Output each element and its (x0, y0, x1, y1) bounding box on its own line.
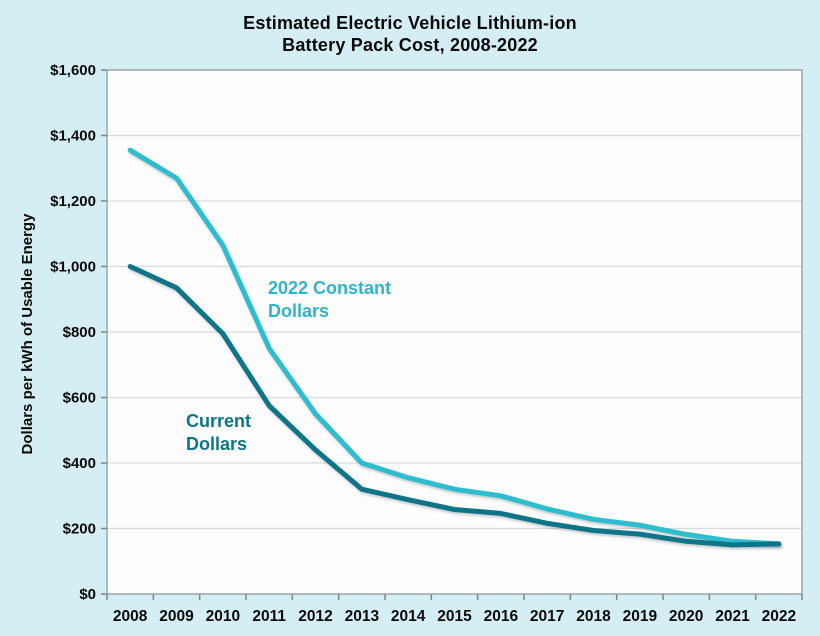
x-tick-label: 2017 (530, 608, 564, 625)
y-tick-label: $0 (79, 586, 96, 603)
x-tick-label: 2016 (484, 608, 519, 625)
chart-title-line2: Battery Pack Cost, 2008-2022 (282, 35, 538, 55)
chart-title: Estimated Electric Vehicle Lithium-ion B… (0, 12, 820, 56)
series-label-2022-constant-dollars: 2022 Constant Dollars (268, 278, 392, 321)
x-tick-label: 2010 (206, 608, 240, 625)
chart-title-line1: Estimated Electric Vehicle Lithium-ion (243, 13, 577, 33)
x-tick-label: 2013 (345, 608, 380, 625)
x-tick-label: 2015 (437, 608, 472, 625)
y-tick-label: $800 (63, 324, 96, 341)
x-tick-label: 2021 (715, 608, 750, 625)
x-tick-label: 2011 (252, 608, 286, 625)
x-tick-label: 2014 (391, 608, 426, 625)
y-tick-label: $400 (63, 455, 96, 472)
x-tick-label: 2019 (623, 608, 658, 625)
y-tick-label: $1,600 (50, 62, 96, 79)
x-tick-label: 2020 (669, 608, 703, 625)
x-tick-label: 2022 (762, 608, 796, 625)
y-tick-label: $1,000 (50, 259, 96, 276)
x-tick-label: 2012 (298, 608, 332, 625)
x-tick-label: 2018 (576, 608, 611, 625)
y-tick-label: $1,200 (50, 193, 96, 210)
y-tick-label: $600 (63, 390, 96, 407)
series-label-current-dollars: Current Dollars (186, 411, 252, 454)
series-line-2022-constant-dollars (127, 147, 782, 547)
y-tick-label: $200 (63, 521, 96, 538)
x-tick-label: 2008 (113, 608, 148, 625)
series-line-current-dollars (127, 264, 782, 548)
x-tick-label: 2009 (159, 608, 194, 625)
y-tick-label: $1,400 (50, 128, 96, 145)
